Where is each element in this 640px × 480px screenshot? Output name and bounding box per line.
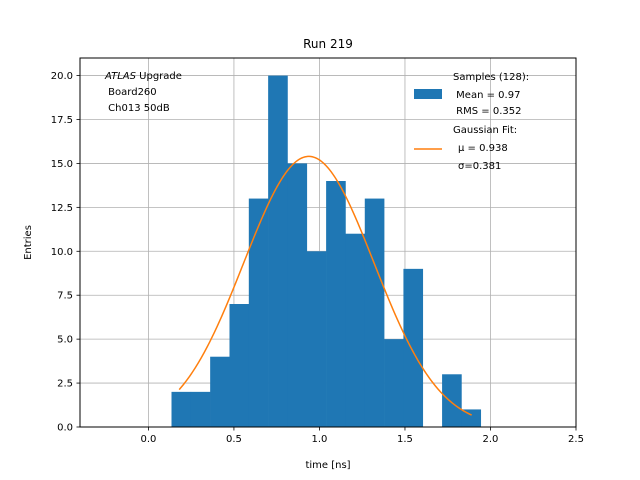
fit-curve-path [178,155,472,416]
histogram-bar [248,198,269,427]
annotation-channel: Ch013 50dB [105,103,170,114]
y-tick-label: 17.5 [51,115,73,126]
y-axis-label: Entries [23,225,34,260]
y-axis-ticks: 0.0 2.5 5.0 7.5 10.0 12.5 15.0 17.5 20.0 [51,71,80,434]
y-tick-label: 20.0 [51,71,73,82]
y-tick-label: 0.0 [57,423,73,434]
legend-fit-mu: μ = 0.938 [458,143,508,154]
histogram-bar [345,233,366,427]
legend-samples-rms: RMS = 0.352 [453,106,521,117]
y-tick-label: 12.5 [51,203,73,214]
histogram-bar [306,251,327,427]
x-axis-ticks: 0.0 0.5 1.0 1.5 2.0 2.5 [140,427,584,445]
histogram-bar [268,75,288,428]
legend-samples-title: Samples (128): [453,72,529,83]
gaussian-fit-curve [178,155,472,416]
x-tick-label: 1.0 [311,434,327,445]
histogram-bars [171,75,482,428]
plot-frame [79,57,577,428]
histogram-bar [364,198,385,427]
y-tick-label: 15.0 [51,159,73,170]
annotation-atlas: ATLAS [104,71,137,82]
histogram-bar [171,391,192,427]
y-tick-label: 7.5 [57,291,73,302]
histogram-bar [190,391,211,427]
y-tick-label: 5.0 [57,335,73,346]
legend: Samples (128): Mean = 0.97 RMS = 0.352 G… [414,72,529,172]
annotation-upgrade: Upgrade [136,71,182,82]
x-tick-label: 2.5 [568,434,584,445]
x-tick-label: 2.0 [483,434,499,445]
annotation-board: Board260 [105,87,157,98]
histogram-bar [403,268,424,427]
legend-samples-patch [414,89,442,99]
x-tick-label: 0.0 [140,434,156,445]
histogram-bar [229,304,250,427]
histogram-bar [461,409,482,427]
x-tick-label: 1.5 [397,434,413,445]
x-tick-label: 0.5 [226,434,242,445]
histogram-bar [210,356,230,427]
legend-fit-title: Gaussian Fit: [453,125,517,136]
chart-title: Run 219 [303,37,353,51]
annotation-line-1: ATLAS Upgrade [104,71,182,82]
histogram-bar [326,181,346,427]
histogram-bar [287,163,308,427]
legend-samples-mean: Mean = 0.97 [453,90,520,101]
x-axis-label: time [ns] [305,460,350,471]
atlas-annotation: ATLAS Upgrade Board260 Ch013 50dB [104,71,182,114]
legend-fit-sigma: σ=0.381 [458,161,501,172]
y-tick-label: 2.5 [57,379,73,390]
y-tick-label: 10.0 [51,247,73,258]
histogram-bar [442,374,462,427]
histogram-bar [384,339,404,427]
